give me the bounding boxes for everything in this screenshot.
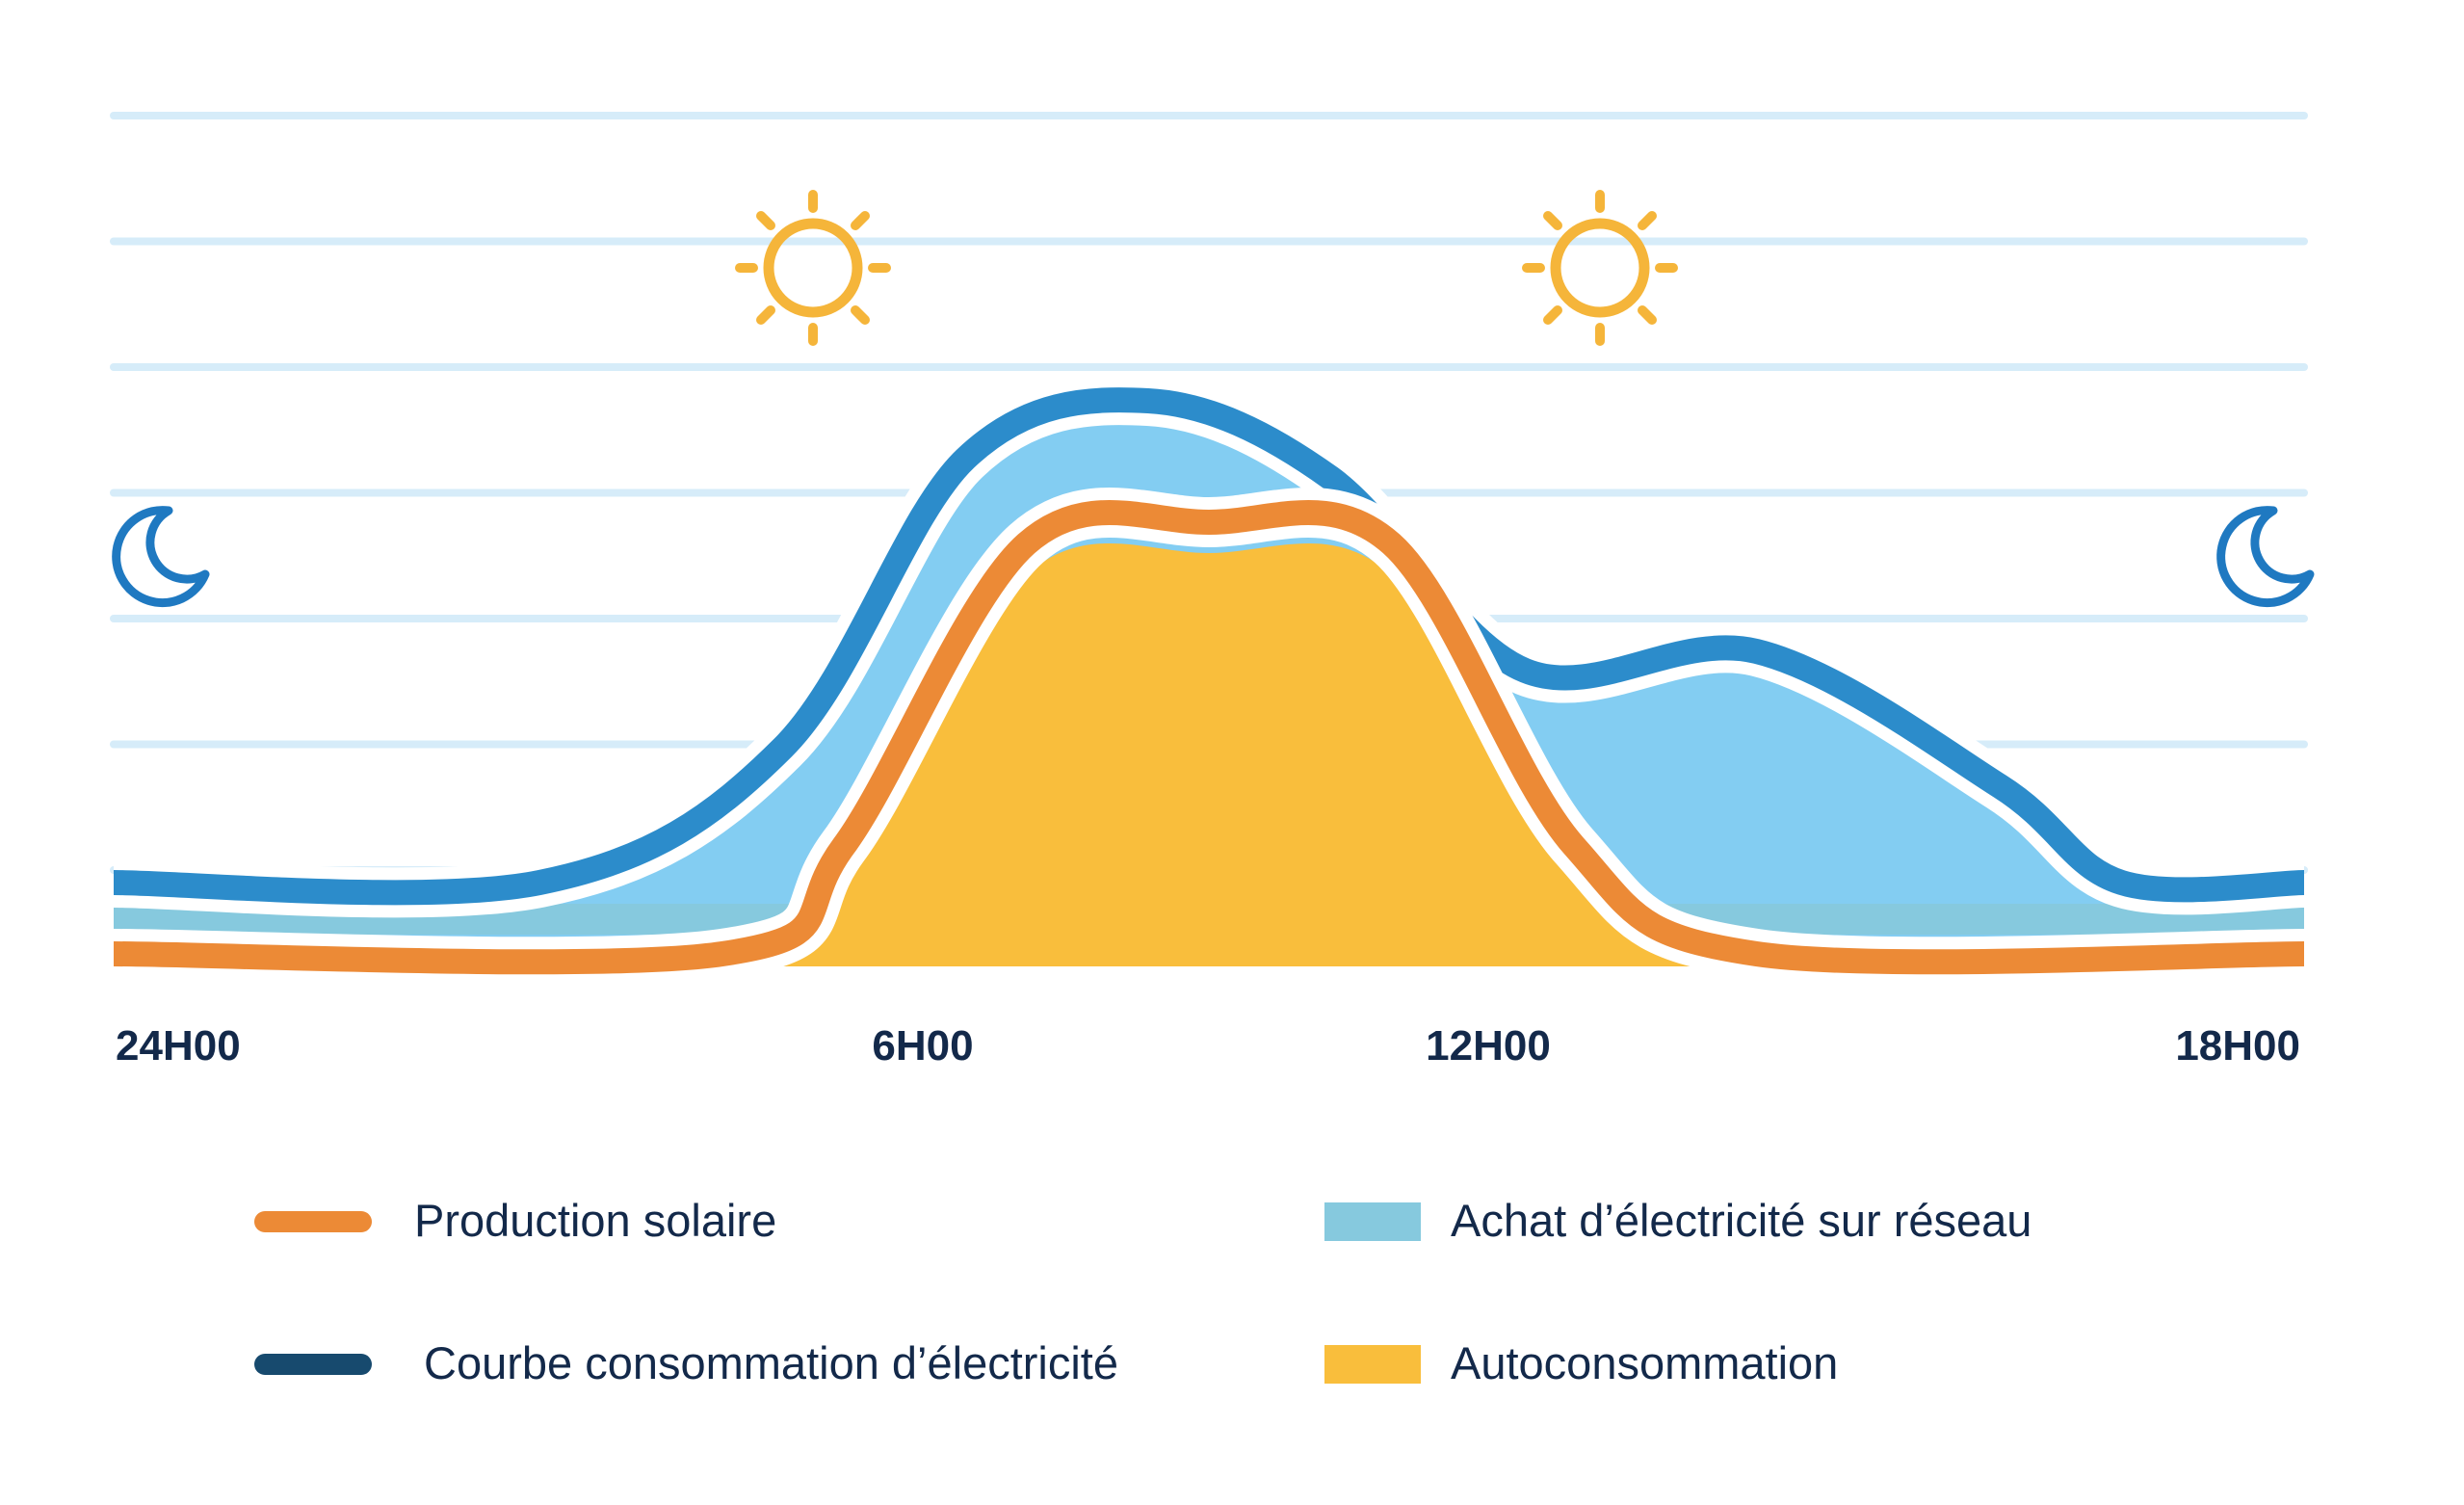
x-tick-label: 12H00 (1426, 1022, 1551, 1069)
sky-icons (112, 190, 2315, 608)
legend-item-self-consumption: Autoconsommation (1324, 1337, 1838, 1388)
legend-label: Production solaire (414, 1195, 776, 1246)
self-consumption-area (114, 543, 2304, 976)
legend: Production solaire Courbe consommation d… (254, 1195, 2031, 1388)
moon-icon (2216, 506, 2315, 608)
production-curve (113, 500, 2305, 975)
legend-item-production: Production solaire (254, 1195, 776, 1246)
x-axis-ticks: 24H00 6H00 12H00 18H00 (116, 1022, 2300, 1069)
legend-item-grid-purchase: Achat d’électricité sur réseau (1324, 1195, 2031, 1246)
legend-item-consumption: Courbe consommation d’électricité (254, 1337, 1118, 1388)
x-tick-label: 24H00 (116, 1022, 241, 1069)
legend-label: Courbe consommation d’électricité (424, 1337, 1118, 1388)
sun-icon (1522, 190, 1678, 346)
x-tick-label: 6H00 (872, 1022, 973, 1069)
sun-icon (735, 190, 891, 346)
x-tick-label: 18H00 (2175, 1022, 2300, 1069)
legend-label: Achat d’électricité sur réseau (1451, 1195, 2031, 1246)
consumption-curve (113, 387, 2305, 906)
legend-label: Autoconsommation (1451, 1337, 1838, 1388)
moon-icon (112, 506, 210, 608)
